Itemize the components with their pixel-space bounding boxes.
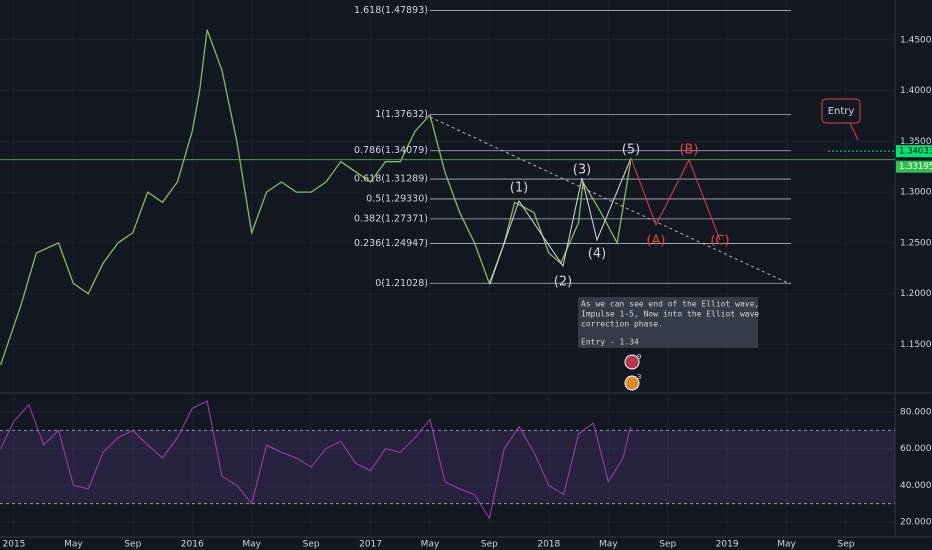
badge-count: 9 xyxy=(637,353,641,361)
x-tick-label: 2017 xyxy=(359,540,382,550)
x-tick-label: May xyxy=(421,540,440,550)
entry-pointer xyxy=(849,122,859,141)
price-line xyxy=(0,29,632,365)
last-price-label: 1.33195 xyxy=(899,162,932,172)
rsi-tick-label: 80.0000 xyxy=(900,408,932,418)
wave-label: (A) xyxy=(646,234,665,249)
last-price-tag xyxy=(896,160,932,173)
y-tick-label: 1.30000 xyxy=(900,188,932,198)
x-tick-label: Sep xyxy=(481,540,498,550)
event-badge[interactable] xyxy=(624,354,640,370)
x-tick-label: Sep xyxy=(303,540,320,550)
x-tick-label: Sep xyxy=(837,540,854,550)
fib-label: 0.618(1.31289) xyxy=(354,174,428,185)
wave-label: (C) xyxy=(710,234,729,249)
x-tick-label: May xyxy=(599,540,618,550)
fib-label: 0.5(1.29330) xyxy=(366,193,428,204)
note-line: As we can see end of the Elliot wave, xyxy=(581,300,759,309)
note-box xyxy=(578,297,758,348)
x-tick-label: Sep xyxy=(124,540,141,550)
x-tick-label: Sep xyxy=(659,540,676,550)
x-tick-label: 2016 xyxy=(181,540,204,550)
x-tick-label: 2018 xyxy=(537,540,560,550)
fib-label: 0.786(1.34079) xyxy=(354,145,428,156)
note-line: Impulse 1-5, Now into the Elliot wave xyxy=(581,310,759,319)
y-tick-label: 1.15000 xyxy=(900,340,932,350)
trend-line xyxy=(429,116,791,285)
y-tick-label: 1.45000 xyxy=(900,35,932,45)
y-tick-label: 1.20000 xyxy=(900,289,932,299)
entry-price-tag xyxy=(896,145,932,158)
x-tick-label: May xyxy=(777,540,796,550)
x-tick-label: May xyxy=(64,540,83,550)
wave-label: (B) xyxy=(679,143,698,158)
x-tick-label: May xyxy=(242,540,261,550)
note-line: Entry - 1.34 xyxy=(581,338,639,347)
fib-label: 1.618(1.47893) xyxy=(354,5,428,16)
entry-callout-text: Entry xyxy=(828,106,855,117)
impulse-wave xyxy=(489,157,632,285)
fib-label: 0.382(1.27371) xyxy=(354,213,428,224)
x-tick-label: 2015 xyxy=(3,540,26,550)
wave-label: (4) xyxy=(588,247,606,262)
rsi-tick-label: 60.0000 xyxy=(900,444,932,454)
rsi-tick-label: 20.0000 xyxy=(900,517,932,527)
entry-price-label: 1.34033 xyxy=(899,147,932,157)
badge-count: 3 xyxy=(637,373,641,381)
correction-wave xyxy=(630,157,721,241)
entry-callout xyxy=(821,98,861,124)
note-line: correction phase. xyxy=(581,320,663,329)
wave-label: (1) xyxy=(510,181,528,196)
fib-label: 0.236(1.24947) xyxy=(354,238,428,249)
y-tick-label: 1.40000 xyxy=(900,86,932,96)
rsi-line xyxy=(0,400,632,520)
y-tick-label: 1.25000 xyxy=(900,238,932,248)
rsi-tick-label: 40.0000 xyxy=(900,481,932,491)
wave-label: (3) xyxy=(573,163,591,178)
wave-label: (5) xyxy=(622,143,640,158)
y-tick-label: 1.35000 xyxy=(900,137,932,147)
x-tick-label: 2019 xyxy=(716,540,739,550)
wave-label: (2) xyxy=(554,275,572,290)
fib-label: 1(1.37632) xyxy=(375,109,428,120)
event-badge[interactable] xyxy=(624,375,640,391)
fib-label: 0(1.21028) xyxy=(375,278,428,289)
rsi-band xyxy=(0,430,895,504)
